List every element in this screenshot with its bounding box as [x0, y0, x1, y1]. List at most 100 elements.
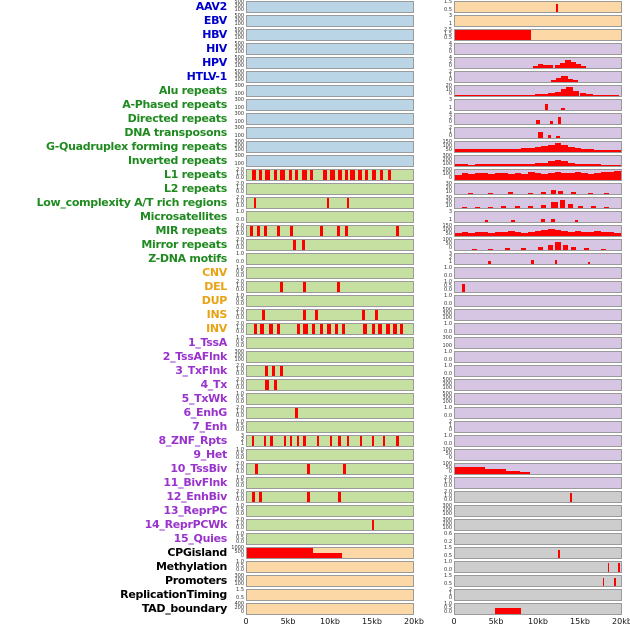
track-panel-right: [454, 281, 622, 293]
track-panel-left: [246, 519, 414, 531]
y-tick-label: 1.0: [236, 241, 244, 247]
track-label: 1_TssA: [187, 336, 227, 349]
y-tick-label: 300: [234, 17, 244, 23]
y-tick-label: 0.0: [236, 385, 244, 391]
signal-bar: [508, 174, 515, 180]
y-tick-label: 1.0: [236, 521, 244, 527]
signal-bar: [301, 170, 307, 180]
track-panel-left: [246, 155, 414, 167]
signal-bar: [488, 174, 495, 180]
signal-bar: [508, 231, 515, 236]
y-tick-label: 0.5: [444, 283, 452, 289]
signal-bar: [571, 62, 577, 68]
signal-bar: [559, 200, 565, 208]
signal-bar: [481, 173, 489, 180]
signal-bar: [541, 173, 548, 180]
signal-bar: [263, 226, 267, 236]
y-axis-ticks-left: 2.0 1.0 0.0: [230, 238, 246, 252]
signal-bar: [501, 164, 509, 166]
y-tick-label: 0.5: [236, 535, 244, 541]
y-tick-label: 100: [234, 77, 244, 83]
signal-bar: [338, 170, 342, 180]
y-tick-label: 1.0: [444, 279, 452, 285]
signal-bar: [488, 164, 495, 166]
signal-bar: [508, 94, 515, 96]
y-axis-ticks-right: 150 100 50: [414, 224, 454, 238]
track-row: G-Quadruplex forming repeats 300 200 100 150…: [0, 140, 630, 154]
signal-bar: [567, 173, 575, 180]
signal-bar: [587, 173, 595, 180]
y-tick-label: 0.5: [236, 479, 244, 485]
y-axis-ticks-right: 1.5 0.5: [414, 546, 454, 560]
y-axis-ticks-right: 500 300 100: [414, 308, 454, 322]
x-tick-label: 10kb: [528, 617, 548, 626]
signal-bar: [556, 78, 562, 82]
track-panel-right: [454, 295, 622, 307]
y-tick-label: 1.0: [236, 531, 244, 537]
signal-bar: [271, 366, 275, 376]
track-panel-left: [246, 365, 414, 377]
y-tick-label: 0.5: [236, 595, 244, 601]
signal-bar: [364, 170, 369, 180]
y-tick-label: 3: [240, 433, 244, 439]
track-panel-left: [246, 169, 414, 181]
track-label: EBV: [203, 14, 227, 27]
y-tick-label: 0: [448, 63, 452, 69]
signal-bar: [341, 324, 345, 334]
x-axis: 0 5kb 10kb 15kb 20kb 0 5kb 10kb 15kb 20kb: [0, 616, 630, 630]
y-tick-label: 1: [448, 591, 452, 597]
signal-bar: [256, 226, 260, 236]
y-axis-ticks-left: 2.0 1.0 0.0: [230, 308, 246, 322]
signal-bar: [587, 261, 591, 264]
y-tick-label: 100: [442, 143, 452, 149]
y-axis-ticks-left: 1.0 0.5 0.0: [230, 420, 246, 434]
signal-bar: [508, 192, 514, 194]
signal-bar: [601, 149, 608, 152]
y-tick-label: 300: [234, 111, 244, 117]
y-tick-label: 0.0: [444, 287, 452, 293]
y-tick-label: 0.0: [236, 259, 244, 265]
track-panel-right: [454, 393, 622, 405]
y-tick-label: 1: [448, 73, 452, 79]
signal-bar: [474, 231, 482, 236]
y-tick-label: 0.0: [236, 329, 244, 335]
signal-bar: [554, 64, 560, 68]
track-label: G-Quadruplex forming repeats: [46, 140, 227, 153]
signal-bar: [541, 204, 547, 208]
signal-bar: [371, 324, 375, 334]
track-label: Z-DNA motifs: [148, 252, 227, 265]
signal-bar: [601, 232, 608, 236]
y-tick-label: 0.0: [236, 189, 244, 195]
track-label: HIV: [206, 42, 227, 55]
y-tick-label: 300: [234, 573, 244, 579]
track-row: Inverted repeats 300 100 300 200 100: [0, 154, 630, 168]
track-panel-left: [246, 15, 414, 27]
y-tick-label: 200: [442, 167, 452, 173]
y-tick-label: 2.0: [236, 167, 244, 173]
y-axis-ticks-left: 2.0 1.0 0.0: [230, 378, 246, 392]
signal-bar: [534, 163, 542, 166]
y-tick-label: 0.0: [444, 357, 452, 363]
y-axis-ticks-left: 2.0 1.0 0.0: [230, 182, 246, 196]
track-panel-right: [454, 589, 622, 601]
signal-bar: [461, 94, 469, 96]
y-tick-label: 300: [234, 3, 244, 9]
signal-bar: [501, 206, 507, 208]
signal-bar: [280, 282, 284, 292]
y-tick-label: 300: [234, 31, 244, 37]
y-axis-ticks-left: 300 100: [230, 126, 246, 140]
track-panel-left: [246, 533, 414, 545]
y-tick-label: 100: [442, 525, 452, 531]
y-tick-label: 200: [442, 507, 452, 513]
signal-bar: [561, 89, 568, 96]
y-tick-label: 3: [448, 97, 452, 103]
signal-bar: [374, 310, 378, 320]
signal-bar: [251, 436, 255, 446]
track-panel-right: [454, 463, 622, 475]
signal-bar: [261, 310, 265, 320]
track-panel-right: [454, 113, 622, 125]
signal-bar: [521, 248, 527, 250]
signal-bar: [554, 142, 562, 152]
y-tick-label: 0: [240, 609, 244, 615]
